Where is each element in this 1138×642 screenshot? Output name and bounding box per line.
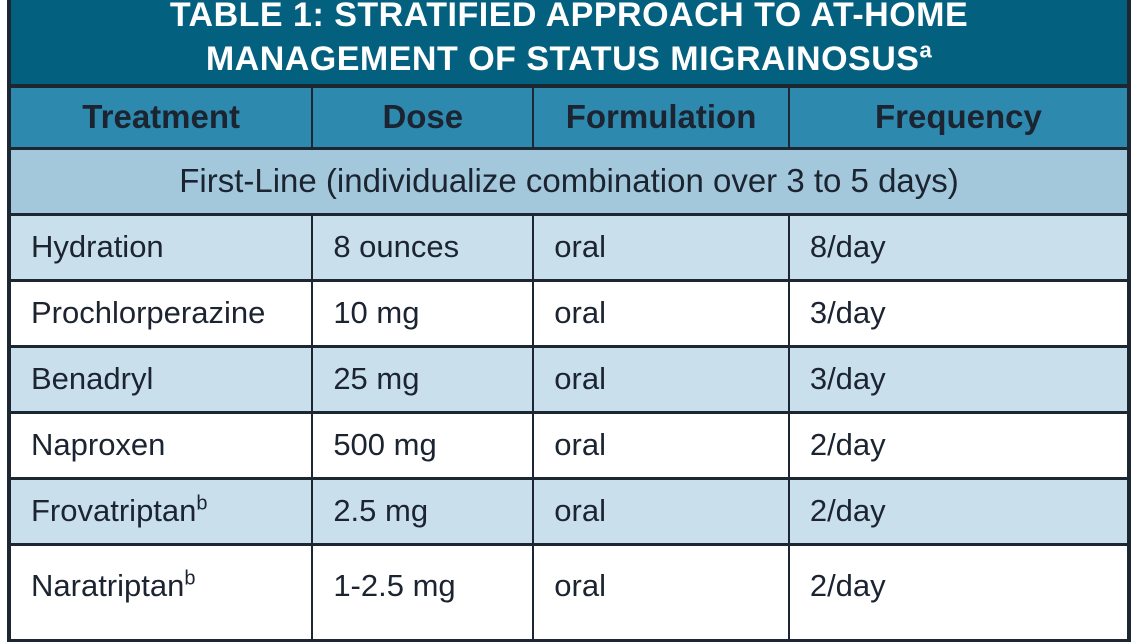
cell-dose: 25 mg bbox=[311, 344, 535, 414]
treatment-superscript: b bbox=[196, 492, 208, 515]
table-row: Naproxen 500 mg oral 2/day bbox=[11, 410, 1127, 480]
cell-frequency: 3/day bbox=[787, 344, 1127, 414]
column-header-formulation: Formulation bbox=[532, 88, 790, 150]
table-row: Naratriptanb 1-2.5 mg oral 2/day bbox=[11, 542, 1127, 642]
table-title-line1: TABLE 1: STRATIFIED APPROACH TO AT-HOME bbox=[169, 0, 969, 34]
cell-treatment: Hydration bbox=[11, 212, 314, 282]
cell-dose: 2.5 mg bbox=[311, 476, 535, 546]
column-header-frequency: Frequency bbox=[787, 88, 1127, 150]
cell-frequency: 2/day bbox=[787, 410, 1127, 480]
cell-frequency: 3/day bbox=[787, 278, 1127, 348]
cell-treatment: Naratriptanb bbox=[11, 542, 314, 642]
table-title-band: TABLE 1: STRATIFIED APPROACH TO AT-HOME … bbox=[11, 0, 1127, 88]
cell-treatment: Benadryl bbox=[11, 344, 314, 414]
table-row: Prochlorperazine 10 mg oral 3/day bbox=[11, 278, 1127, 348]
section-header-row: First-Line (individualize combination ov… bbox=[11, 146, 1127, 216]
cell-dose: 10 mg bbox=[311, 278, 535, 348]
column-header-dose: Dose bbox=[311, 88, 535, 150]
treatment-superscript: b bbox=[184, 567, 196, 590]
table-row: Benadryl 25 mg oral 3/day bbox=[11, 344, 1127, 414]
cell-formulation: oral bbox=[532, 476, 790, 546]
cell-treatment: Prochlorperazine bbox=[11, 278, 314, 348]
cell-dose: 1-2.5 mg bbox=[311, 542, 535, 642]
table-row: Frovatriptanb 2.5 mg oral 2/day bbox=[11, 476, 1127, 546]
cell-frequency: 8/day bbox=[787, 212, 1127, 282]
table-title: TABLE 1: STRATIFIED APPROACH TO AT-HOME … bbox=[11, 0, 1127, 81]
cell-formulation: oral bbox=[532, 344, 790, 414]
treatment-table: Treatment Dose Formulation Frequency Fir… bbox=[11, 88, 1127, 642]
cell-formulation: oral bbox=[532, 212, 790, 282]
section-header-first-line: First-Line (individualize combination ov… bbox=[11, 146, 1127, 216]
cell-dose: 500 mg bbox=[311, 410, 535, 480]
cell-frequency: 2/day bbox=[787, 542, 1127, 642]
cell-dose: 8 ounces bbox=[311, 212, 535, 282]
cell-frequency: 2/day bbox=[787, 476, 1127, 546]
table-title-line2: MANAGEMENT OF STATUS MIGRAINOSUSa bbox=[205, 37, 933, 78]
cell-formulation: oral bbox=[532, 410, 790, 480]
cell-formulation: oral bbox=[532, 278, 790, 348]
cell-formulation: oral bbox=[532, 542, 790, 642]
cell-treatment: Frovatriptanb bbox=[11, 476, 314, 546]
cell-treatment: Naproxen bbox=[11, 410, 314, 480]
table-figure: TABLE 1: STRATIFIED APPROACH TO AT-HOME … bbox=[7, 0, 1131, 642]
column-header-row: Treatment Dose Formulation Frequency bbox=[11, 88, 1127, 150]
title-superscript: a bbox=[919, 37, 933, 63]
column-header-treatment: Treatment bbox=[11, 88, 314, 150]
table-row: Hydration 8 ounces oral 8/day bbox=[11, 212, 1127, 282]
